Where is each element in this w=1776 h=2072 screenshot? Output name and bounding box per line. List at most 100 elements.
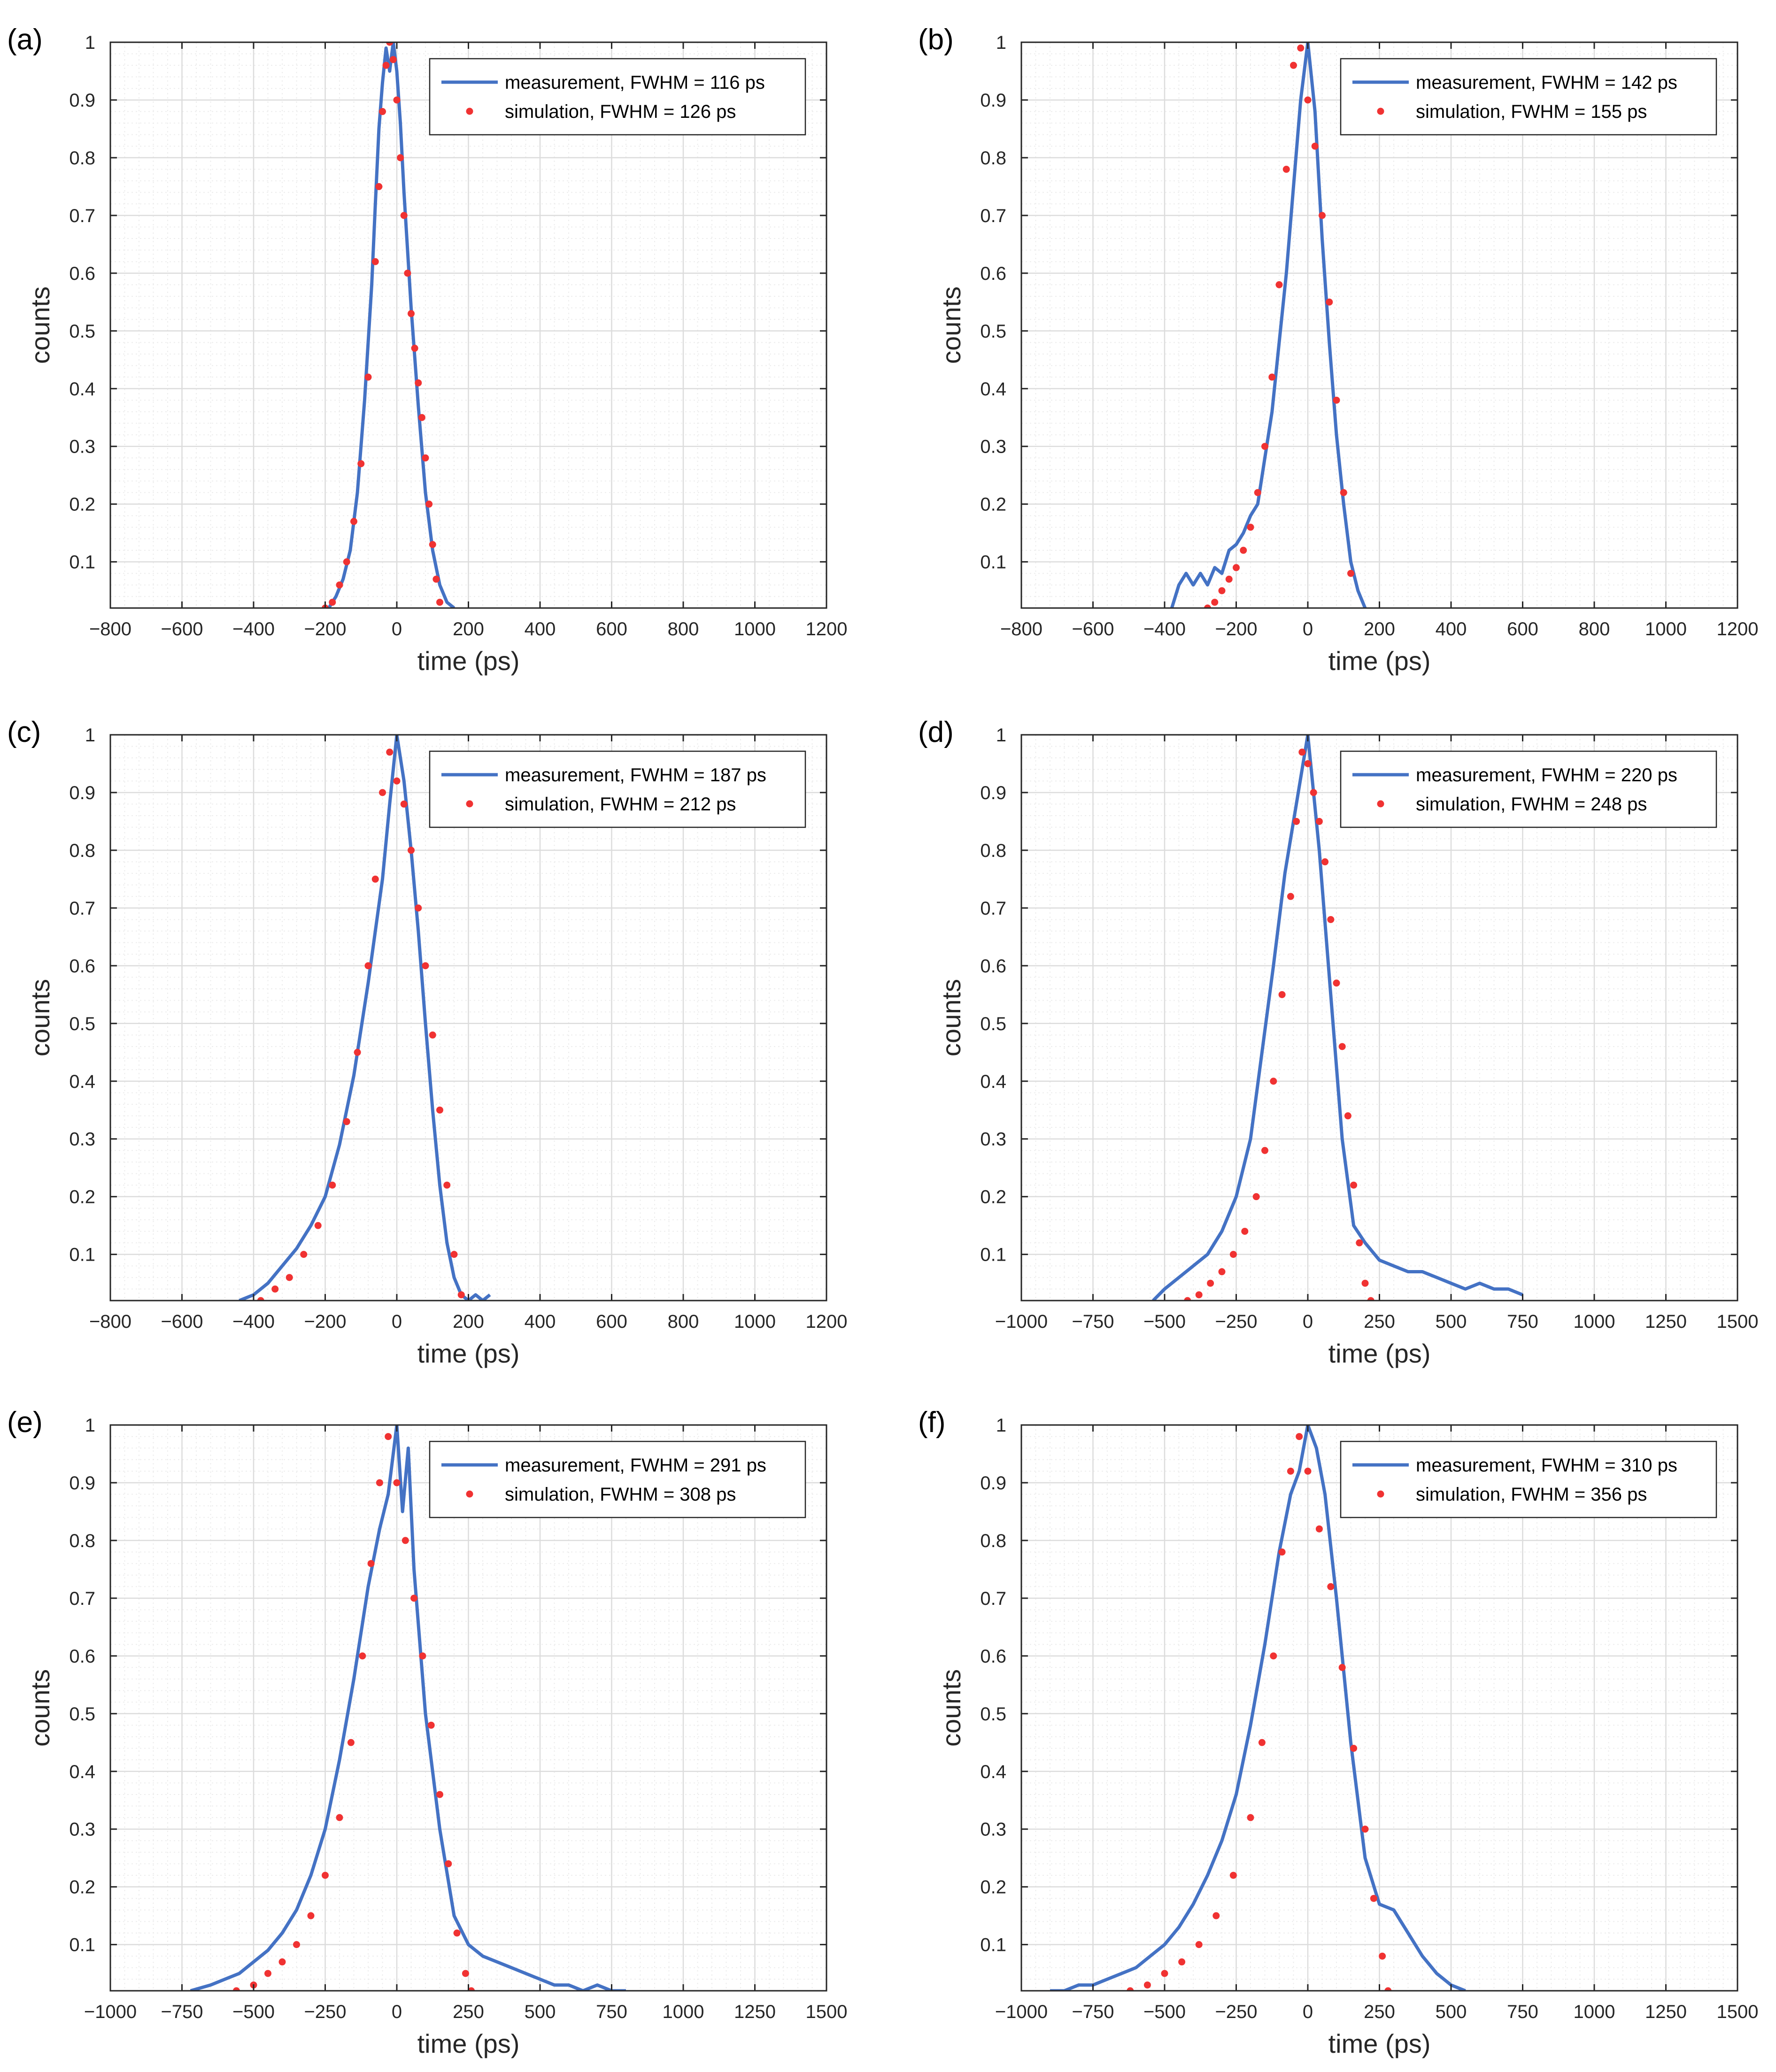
y-tick-label: 0.2 (69, 1877, 95, 1898)
x-tick-label: −200 (304, 619, 346, 639)
legend-simulation-swatch (1377, 1490, 1384, 1498)
simulation-point (450, 1251, 458, 1258)
simulation-point (278, 1958, 286, 1966)
simulation-point (389, 56, 397, 63)
legend-simulation-swatch (466, 1490, 473, 1498)
x-tick-label: −750 (161, 2002, 203, 2022)
simulation-point (376, 1479, 383, 1487)
y-tick-label: 0.7 (980, 206, 1006, 226)
y-tick-label: 0.9 (980, 90, 1006, 111)
simulation-point (1178, 1958, 1186, 1966)
y-tick-label: 0.6 (69, 956, 95, 977)
simulation-series (1204, 44, 1354, 608)
y-axis-label: counts (25, 979, 55, 1056)
data-layer (190, 1425, 626, 1991)
simulation-point (404, 270, 411, 277)
simulation-point (1340, 489, 1347, 496)
x-tick-label: 1500 (1717, 1311, 1759, 1332)
simulation-point (1315, 1525, 1323, 1533)
y-tick-label: 0.3 (69, 1129, 95, 1150)
simulation-point (1268, 373, 1276, 381)
y-tick-label: 0.4 (69, 379, 95, 400)
chart-panel-5: −1000 −750 −500 −250 0 250 500 750 1000 1250 1500 0… (7, 1406, 847, 2058)
x-tick-label: 500 (525, 2002, 556, 2022)
legend-simulation-label: simulation, FWHM = 126 ps (505, 101, 736, 122)
legend-simulation-swatch (1377, 800, 1384, 808)
y-tick-label: 0.7 (69, 898, 95, 919)
y-tick-label: 0.8 (980, 1531, 1006, 1551)
y-tick-label: 1 (85, 725, 95, 746)
simulation-point (436, 1106, 443, 1114)
x-axis-label: time (ps) (417, 646, 520, 676)
y-tick-label: 0.5 (980, 1704, 1006, 1725)
y-tick-label: 0.9 (980, 1473, 1006, 1494)
legend-simulation-swatch (466, 800, 473, 808)
major-grid (109, 734, 827, 1301)
simulation-point (1278, 991, 1286, 998)
simulation-point (385, 1433, 392, 1440)
x-tick-label: 600 (1507, 619, 1538, 639)
x-tick-label: −1000 (84, 2002, 137, 2022)
simulation-point (457, 1291, 465, 1299)
x-tick-label: −500 (1143, 1311, 1186, 1332)
x-tick-label: 250 (1364, 2002, 1395, 2022)
simulation-point (359, 1652, 366, 1660)
legend-box (1340, 58, 1717, 136)
legend-measurement-label: measurement, FWHM = 142 ps (1416, 72, 1677, 93)
simulation-point (1356, 1239, 1363, 1247)
y-tick-label: 0.2 (980, 494, 1006, 515)
simulation-point (1261, 1147, 1268, 1154)
simulation-point (1278, 1548, 1286, 1556)
simulation-point (1293, 817, 1300, 825)
simulation-point (436, 1791, 443, 1798)
simulation-point (1218, 1268, 1226, 1276)
y-tick-label: 0.8 (69, 1531, 95, 1551)
legend-box (429, 1440, 806, 1518)
y-tick-label: 0.9 (69, 1473, 95, 1494)
simulation-point (1229, 1872, 1237, 1879)
x-tick-label: −500 (232, 2002, 275, 2022)
x-tick-label: −200 (304, 1311, 346, 1332)
y-tick-label: 0.4 (69, 1762, 95, 1782)
x-tick-label: 0 (392, 1311, 402, 1332)
x-tick-label: −400 (232, 1311, 275, 1332)
simulation-series (257, 748, 465, 1301)
x-tick-label: −800 (89, 1311, 131, 1332)
x-tick-label: 1200 (806, 619, 848, 639)
simulation-point (1310, 789, 1317, 796)
y-tick-label: 0.1 (980, 1935, 1006, 1956)
legend-simulation-label: simulation, FWHM = 155 ps (1416, 101, 1647, 122)
legend-simulation-label: simulation, FWHM = 212 ps (505, 794, 736, 815)
simulation-point (343, 558, 350, 566)
x-tick-label: −250 (1215, 2002, 1257, 2022)
simulation-point (408, 847, 415, 854)
chart-panel-6: −1000 −750 −500 −250 0 250 500 750 1000 1250 1500 0… (918, 1406, 1758, 2058)
simulation-point (1229, 1251, 1237, 1258)
simulation-point (382, 62, 390, 69)
simulation-point (314, 1222, 322, 1229)
legend-measurement-label: measurement, FWHM = 291 ps (505, 1455, 766, 1476)
panel-label: (e) (7, 1406, 43, 1439)
y-tick-label: 0.5 (69, 1704, 95, 1725)
simulation-point (445, 1860, 452, 1867)
simulation-point (1241, 1227, 1249, 1235)
panel-label: (d) (918, 716, 954, 748)
simulation-point (425, 501, 433, 508)
simulation-point (1338, 1043, 1346, 1050)
legend-box (429, 750, 806, 828)
y-tick-label: 1 (996, 32, 1006, 53)
y-tick-label: 0.6 (980, 1646, 1006, 1667)
simulation-point (1287, 1467, 1294, 1475)
simulation-series (322, 42, 443, 608)
simulation-point (1240, 547, 1247, 554)
data-layer (239, 735, 491, 1301)
y-tick-label: 0.6 (69, 1646, 95, 1667)
y-tick-label: 0.2 (980, 1187, 1006, 1208)
legend-simulation-label: simulation, FWHM = 308 ps (505, 1484, 736, 1505)
x-tick-label: −600 (161, 619, 203, 639)
simulation-point (232, 1987, 240, 1991)
simulation-point (410, 1594, 418, 1602)
simulation-point (1204, 604, 1211, 608)
y-tick-label: 0.5 (69, 1014, 95, 1034)
simulation-point (1195, 1941, 1203, 1949)
